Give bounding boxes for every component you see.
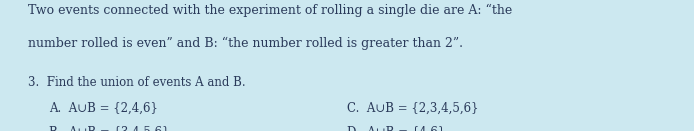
Text: number rolled is even” and B: “the number rolled is greater than 2”.: number rolled is even” and B: “the numbe… — [28, 37, 463, 50]
Text: Two events connected with the experiment of rolling a single die are A: “the: Two events connected with the experiment… — [28, 4, 512, 17]
Text: A.  A∪B = {2,4,6}: A. A∪B = {2,4,6} — [49, 102, 158, 115]
Text: D.  A∪B = {4,6}: D. A∪B = {4,6} — [347, 126, 446, 131]
Text: C.  A∪B = {2,3,4,5,6}: C. A∪B = {2,3,4,5,6} — [347, 102, 478, 115]
Text: 3.  Find the union of events A and B.: 3. Find the union of events A and B. — [28, 76, 246, 89]
Text: B.  A∪B = {3,4,5,6}: B. A∪B = {3,4,5,6} — [49, 126, 169, 131]
